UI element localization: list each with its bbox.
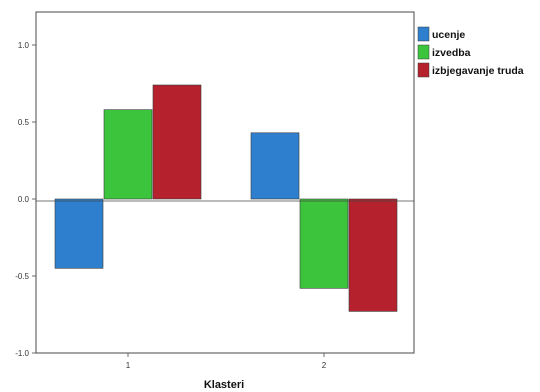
legend-label: izbjegavanje truda xyxy=(432,65,524,77)
legend-swatch-izvedba xyxy=(417,44,430,60)
y-axis: 1.0 0.5 0.0 -0.5 -1.0 xyxy=(15,41,36,358)
legend: ucenje izvedba izbjegavanje truda xyxy=(417,26,524,78)
bar-izvedba-cluster-1 xyxy=(103,109,153,200)
x-axis-title: Klasteri xyxy=(204,379,244,391)
y-tick-label: 1.0 xyxy=(18,41,30,50)
bar-izbjegavanje-truda-cluster-2 xyxy=(348,198,398,312)
bar-ucenje-cluster-1 xyxy=(54,198,104,269)
legend-swatch-izbjegavanje-truda xyxy=(417,62,430,78)
bar-izvedba-cluster-2 xyxy=(299,198,349,289)
y-tick-label: 0.5 xyxy=(18,118,30,127)
bar-izbjegavanje-truda-cluster-1 xyxy=(152,84,202,200)
x-tick-label: 1 xyxy=(126,361,131,370)
legend-label: ucenje xyxy=(432,29,465,41)
bar-ucenje-cluster-2 xyxy=(250,132,300,200)
y-tick-label: -0.5 xyxy=(15,272,29,281)
y-tick-label: 0.0 xyxy=(18,195,30,204)
y-tick-label: -1.0 xyxy=(15,349,29,358)
x-tick-label: 2 xyxy=(322,361,327,370)
legend-label: izvedba xyxy=(432,47,471,59)
legend-swatch-ucenje xyxy=(417,26,430,42)
plot-frame xyxy=(35,11,415,354)
bars-layer xyxy=(54,84,398,312)
